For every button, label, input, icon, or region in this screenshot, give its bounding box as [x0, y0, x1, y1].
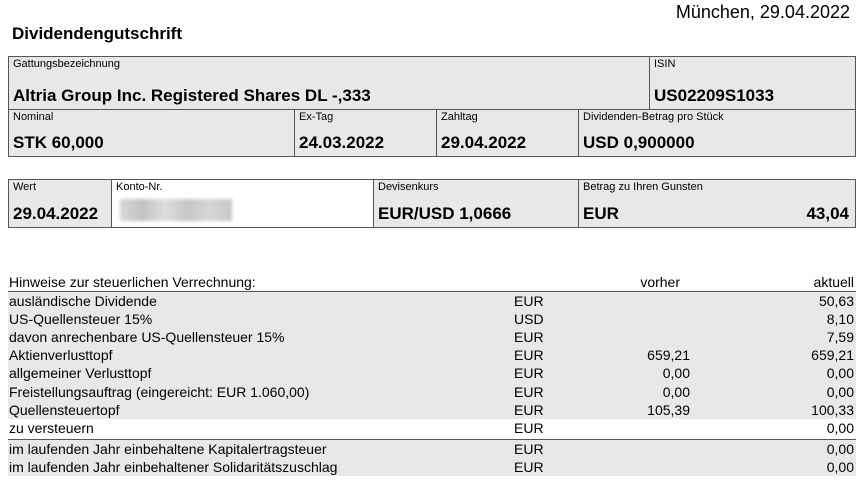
tax-heading: Hinweise zur steuerlichen Verrechnung:	[9, 274, 256, 290]
tax-row-curr: 0,00	[826, 440, 854, 457]
tax-row-label: US-Quellensteuer 15%	[9, 311, 153, 328]
betrag-label: Betrag zu Ihren Gunsten	[583, 181, 703, 193]
konto-label: Konto-Nr.	[116, 181, 163, 193]
tax-row-curr: 0,00	[826, 365, 854, 382]
tax-row-label: ausländische Dividende	[9, 293, 157, 310]
tax-row: allgemeiner Verlusttopf EUR 0,00 0,00	[8, 364, 856, 382]
zahltag-value: 29.04.2022	[441, 133, 527, 152]
divider	[9, 109, 855, 110]
tax-row-currency: EUR	[514, 401, 544, 418]
tax-row-currency: EUR	[514, 458, 544, 475]
security-row-1: Gattungsbezeichnung Altria Group Inc. Re…	[9, 57, 855, 109]
tax-row: US-Quellensteuer 15% USD 8,10	[8, 310, 856, 328]
tax-row-curr: 100,33	[811, 401, 854, 418]
divbetrag-value: USD 0,900000	[583, 133, 695, 152]
tax-row: im laufenden Jahr einbehaltener Solidari…	[8, 458, 856, 476]
konto-cell: Konto-Nr.	[111, 180, 373, 227]
tax-row-currency: USD	[514, 311, 544, 328]
devisen-cell: Devisenkurs EUR/USD 1,0666	[373, 180, 578, 227]
devisen-value: EUR/USD 1,0666	[378, 204, 512, 223]
betrag-value: 43,04	[806, 204, 849, 223]
extag-cell: Ex-Tag 24.03.2022	[294, 110, 436, 156]
tax-row-currency: EUR	[514, 293, 544, 310]
nominal-cell: Nominal STK 60,000	[9, 110, 294, 156]
tax-row-curr: 0,00	[826, 458, 854, 475]
tax-row-prev: 0,00	[662, 365, 690, 382]
document-title: Dividendengutschrift	[12, 24, 183, 43]
tax-divider	[8, 291, 856, 293]
tax-divider	[8, 438, 856, 440]
tax-row-currency: EUR	[514, 440, 544, 457]
col-curr-header: aktuell	[813, 274, 854, 290]
tax-row: ausländische Dividende EUR 50,63	[8, 292, 856, 310]
gattung-value: Altria Group Inc. Registered Shares DL -…	[13, 86, 371, 105]
tax-row: davon anrechenbare US-Quellensteuer 15% …	[8, 328, 856, 346]
zahltag-label: Zahltag	[441, 111, 478, 123]
tax-header-row: Hinweise zur steuerlichen Verrechnung: v…	[8, 273, 856, 291]
tax-row-curr: 0,00	[826, 383, 854, 400]
tax-row-curr: 50,63	[818, 293, 854, 310]
extag-label: Ex-Tag	[299, 111, 334, 123]
document-date: München, 29.04.2022	[675, 2, 850, 22]
tax-yearly-table: im laufenden Jahr einbehaltene Kapitaler…	[8, 439, 856, 477]
wert-value: 29.04.2022	[13, 204, 99, 223]
tax-row-label: im laufenden Jahr einbehaltener Solidari…	[9, 458, 338, 475]
extag-value: 24.03.2022	[299, 133, 385, 152]
tax-row-curr: 7,59	[826, 329, 854, 346]
tax-row: im laufenden Jahr einbehaltene Kapitaler…	[8, 440, 856, 458]
tax-row-curr: 0,00	[826, 419, 854, 436]
nominal-value: STK 60,000	[13, 133, 104, 152]
tax-row-label: allgemeiner Verlusttopf	[9, 365, 152, 382]
tax-row-prev: 0,00	[662, 383, 690, 400]
wert-cell: Wert 29.04.2022	[9, 180, 111, 227]
security-row-2: Nominal STK 60,000 Ex-Tag 24.03.2022 Zah…	[9, 110, 855, 156]
tax-row-currency: EUR	[514, 365, 544, 382]
gattung-label: Gattungsbezeichnung	[13, 58, 121, 70]
isin-label: ISIN	[654, 58, 676, 70]
tax-row-currency: EUR	[514, 347, 544, 364]
tax-row-curr: 659,21	[811, 347, 854, 364]
zahltag-cell: Zahltag 29.04.2022	[436, 110, 578, 156]
tax-row-currency: EUR	[514, 329, 544, 346]
devisen-label: Devisenkurs	[378, 181, 439, 193]
tax-row: Aktienverlusttopf EUR 659,21 659,21	[8, 346, 856, 364]
tax-row-label: Quellensteuertopf	[9, 401, 120, 418]
tax-row-curr: 8,10	[826, 311, 854, 328]
col-prev-header: vorher	[640, 274, 680, 290]
isin-cell: ISIN US02209S1033	[649, 57, 855, 109]
gattung-cell: Gattungsbezeichnung Altria Group Inc. Re…	[9, 57, 649, 109]
isin-value: US02209S1033	[654, 86, 775, 105]
tax-row-prev: 105,39	[647, 401, 690, 418]
tax-row-currency: EUR	[514, 383, 544, 400]
wert-label: Wert	[13, 181, 37, 193]
tax-row-label: im laufenden Jahr einbehaltene Kapitaler…	[9, 440, 327, 457]
tax-row-label: zu versteuern	[9, 419, 94, 436]
tax-row: Quellensteuertopf EUR 105,39 100,33	[8, 401, 856, 419]
tax-row-label: davon anrechenbare US-Quellensteuer 15%	[9, 329, 285, 346]
divbetrag-label: Dividenden-Betrag pro Stück	[583, 111, 724, 123]
tax-section: Hinweise zur steuerlichen Verrechnung: v…	[8, 273, 856, 477]
betrag-currency: EUR	[583, 204, 619, 223]
tax-row-currency: EUR	[514, 419, 544, 436]
divbetrag-cell: Dividenden-Betrag pro Stück USD 0,900000	[578, 110, 855, 156]
tax-row: Freistellungsauftrag (eingereicht: EUR 1…	[8, 383, 856, 401]
tax-row: zu versteuern EUR 0,00	[8, 419, 856, 437]
tax-table: ausländische Dividende EUR 50,63 US-Quel…	[8, 292, 856, 419]
payment-info-box: Wert 29.04.2022 Konto-Nr. Devisenkurs EU…	[8, 179, 856, 228]
tax-plain-row-wrap: zu versteuern EUR 0,00	[8, 418, 856, 437]
nominal-label: Nominal	[13, 111, 54, 123]
tax-row-label: Aktienverlusttopf	[9, 347, 113, 364]
security-info-box: Gattungsbezeichnung Altria Group Inc. Re…	[8, 56, 856, 157]
konto-number-redacted	[120, 199, 232, 221]
tax-row-prev: 659,21	[647, 347, 690, 364]
betrag-cell: Betrag zu Ihren Gunsten EUR 43,04	[578, 180, 855, 227]
tax-row-label: Freistellungsauftrag (eingereicht: EUR 1…	[9, 383, 310, 400]
